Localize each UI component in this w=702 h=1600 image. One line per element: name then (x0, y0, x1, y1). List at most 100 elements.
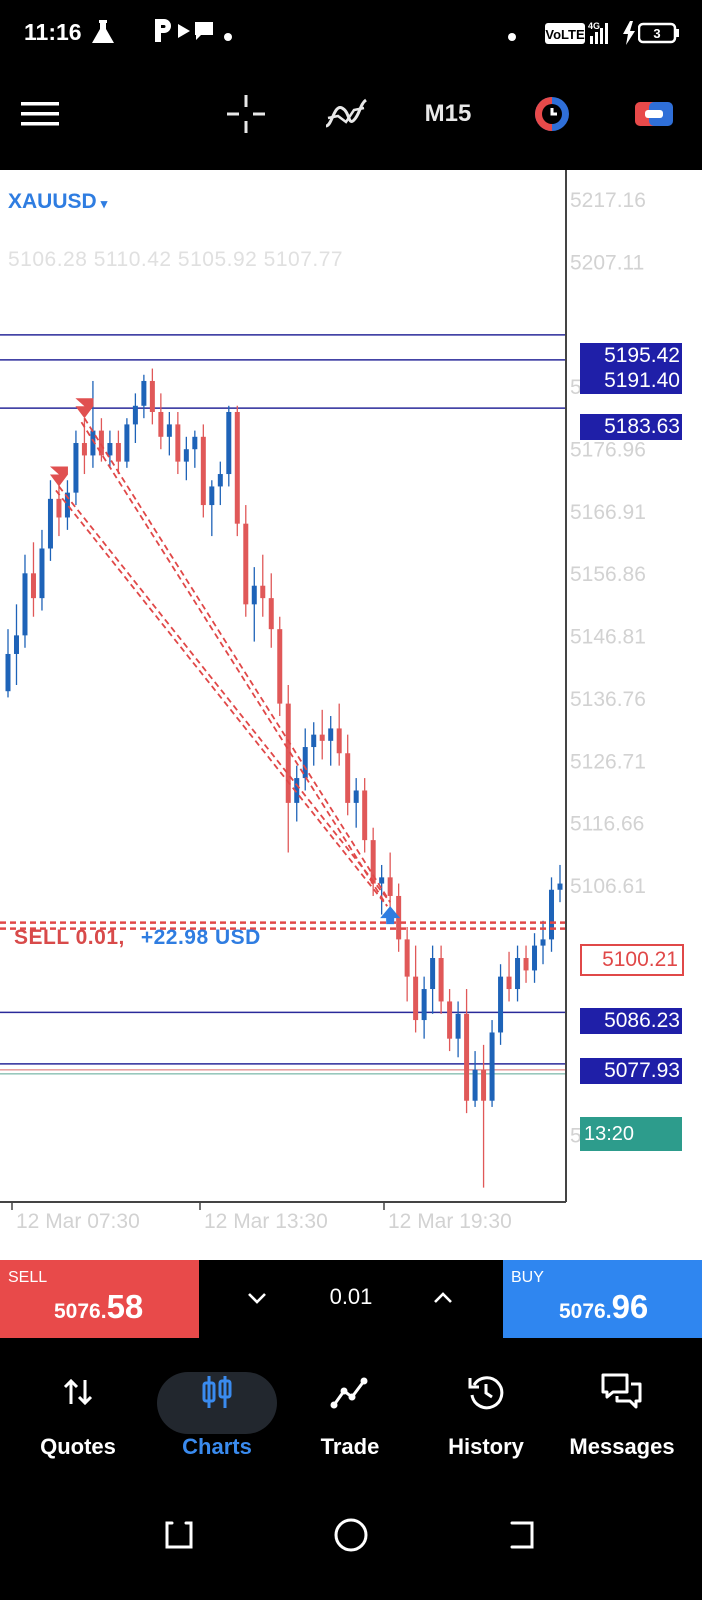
battery-icon: 3 (637, 22, 680, 49)
candle-body (319, 734, 325, 741)
indicators-icon[interactable] (322, 86, 370, 142)
candle-body (413, 976, 419, 1021)
time-axis-tick: 12 Mar 19:30 (388, 1210, 512, 1233)
candle-body (294, 778, 300, 803)
trade-side: SELL 0.01, (14, 926, 125, 949)
ohlc-readout: 5106.28 5110.42 5105.92 5107.77 (8, 248, 344, 271)
crosshair-icon[interactable] (222, 86, 270, 142)
charging-icon (620, 20, 638, 51)
sell-price: 5076.58 (54, 1288, 144, 1325)
sell-label: SELL (8, 1269, 48, 1286)
candle-body (200, 436, 206, 506)
recents-icon[interactable] (154, 1510, 204, 1560)
candlestick-chart[interactable]: 5217.165207.115187.015176.965166.915156.… (0, 170, 702, 1260)
status-time: 11:16 (24, 19, 82, 45)
nav-label: Charts (182, 1434, 252, 1459)
candle-body (523, 958, 529, 971)
price-chart[interactable]: 5217.165207.115187.015176.965166.915156.… (0, 170, 702, 1260)
open-trade-label[interactable]: SELL 0.01, +22.98 USD (14, 926, 261, 950)
current-price-label: 5100.21 (580, 944, 684, 976)
candle-body (557, 883, 563, 890)
candle-body (438, 958, 444, 1002)
candle-body (430, 958, 436, 990)
history-icon (461, 1372, 511, 1412)
home-circle-icon[interactable] (326, 1510, 376, 1560)
candle-body (64, 492, 70, 518)
candle-body (22, 573, 28, 636)
nav-label: History (448, 1434, 524, 1459)
candle-body (183, 449, 189, 462)
price-axis-tick: 5217.16 (570, 189, 646, 212)
level-label: 5077.93 (580, 1058, 682, 1084)
quotes-icon (53, 1372, 103, 1412)
nav-charts[interactable]: Charts (140, 1338, 280, 1480)
nav-history[interactable]: History (416, 1338, 556, 1480)
clock-icon[interactable] (528, 86, 576, 142)
candle-body (39, 548, 45, 599)
back-icon[interactable] (496, 1510, 546, 1560)
candle-body (540, 939, 546, 946)
candle-body (498, 976, 504, 1033)
candle-body (5, 653, 11, 692)
price-axis-tick: 5136.76 (570, 688, 646, 711)
candle-body (98, 430, 104, 456)
bottom-navigation: Quotes Charts Trade History Messages (0, 1338, 702, 1480)
svg-text:VoLTE: VoLTE (545, 27, 585, 42)
nav-trade[interactable]: Trade (280, 1338, 420, 1480)
candle-body (149, 380, 155, 412)
bar-timer-label: 13:20 (580, 1117, 682, 1151)
p-notification-icon (152, 16, 176, 51)
level-label: 5183.63 (580, 414, 682, 440)
candle-body (226, 411, 232, 475)
candle-body (277, 629, 283, 704)
candle-body (387, 877, 393, 896)
objects-icon[interactable] (630, 86, 678, 142)
candle-body (353, 790, 359, 803)
svg-text:3: 3 (653, 26, 660, 41)
svg-text:4G: 4G (588, 21, 600, 31)
trade-icon (325, 1372, 375, 1412)
candle-body (47, 498, 53, 549)
chart-toolbar: M15 (0, 66, 702, 170)
candle-body (532, 945, 538, 971)
candle-body (464, 1013, 470, 1101)
candle-body (481, 1069, 487, 1101)
candle-body (209, 486, 215, 506)
nav-quotes[interactable]: Quotes (8, 1338, 148, 1480)
candle-body (234, 411, 240, 524)
candle-body (166, 424, 172, 437)
nav-messages[interactable]: Messages (552, 1338, 692, 1480)
level-label: 5195.42 (580, 343, 682, 369)
timeframe-button[interactable]: M15 (424, 100, 472, 127)
play-icon (176, 22, 192, 45)
candle-body (158, 411, 164, 437)
buy-label: BUY (511, 1269, 544, 1286)
candle-body (404, 939, 410, 977)
sell-button[interactable]: SELL 5076.58 (0, 1260, 199, 1338)
candle-body (489, 1032, 495, 1101)
volume-decrease-button[interactable] (237, 1278, 277, 1318)
charts-icon (192, 1372, 242, 1412)
volte-signal-icon: VoLTE 4G (544, 20, 614, 51)
candle-body (362, 790, 368, 841)
time-axis-tick: 12 Mar 13:30 (204, 1210, 328, 1233)
candle-body (285, 703, 291, 803)
buy-button[interactable]: BUY 5076.96 (503, 1260, 702, 1338)
system-navigation (0, 1480, 702, 1600)
candle-body (447, 1001, 453, 1039)
one-click-trade-panel: SELL 5076.58 0.01 BUY 5076.96 (0, 1260, 702, 1338)
candle-body (370, 840, 376, 884)
status-bar: 11:16 VoLTE 4G 3 (0, 0, 702, 66)
candle-body (81, 443, 87, 456)
volume-increase-button[interactable] (423, 1278, 463, 1318)
candle-body (506, 976, 512, 990)
candle-body (421, 989, 427, 1021)
volume-value[interactable]: 0.01 (329, 1284, 373, 1309)
candle-body (455, 1013, 461, 1039)
price-axis-tick: 5207.11 (570, 251, 644, 274)
hamburger-menu-icon[interactable] (18, 86, 62, 142)
messages-icon (597, 1372, 647, 1412)
symbol-selector[interactable]: XAUUSD ▾ (8, 190, 107, 214)
lab-flask-icon (90, 18, 116, 51)
dot-icon (508, 28, 516, 46)
